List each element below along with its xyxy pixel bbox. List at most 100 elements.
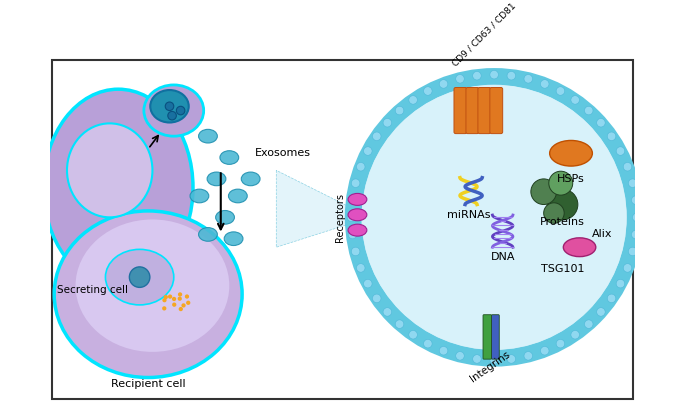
- Circle shape: [556, 87, 564, 95]
- Circle shape: [632, 230, 640, 239]
- FancyBboxPatch shape: [51, 60, 634, 399]
- Circle shape: [628, 247, 637, 256]
- Circle shape: [571, 330, 580, 339]
- Ellipse shape: [563, 238, 596, 257]
- Ellipse shape: [549, 140, 593, 166]
- Circle shape: [597, 118, 605, 127]
- Ellipse shape: [241, 172, 260, 186]
- Circle shape: [373, 132, 381, 141]
- Ellipse shape: [216, 211, 234, 224]
- Circle shape: [584, 320, 593, 328]
- FancyBboxPatch shape: [492, 315, 499, 359]
- Circle shape: [439, 346, 448, 355]
- Circle shape: [395, 106, 403, 115]
- Ellipse shape: [207, 172, 226, 186]
- Ellipse shape: [199, 130, 217, 143]
- Circle shape: [351, 179, 360, 187]
- Circle shape: [490, 71, 499, 79]
- Circle shape: [584, 106, 593, 115]
- Ellipse shape: [67, 124, 153, 217]
- Circle shape: [409, 96, 417, 104]
- Circle shape: [456, 352, 464, 360]
- Circle shape: [490, 356, 499, 364]
- Circle shape: [616, 147, 625, 155]
- Circle shape: [364, 147, 372, 155]
- Text: Integrins: Integrins: [468, 349, 512, 384]
- FancyBboxPatch shape: [454, 87, 466, 134]
- Text: Recipient cell: Recipient cell: [111, 379, 186, 389]
- Circle shape: [608, 294, 616, 303]
- Ellipse shape: [229, 189, 247, 203]
- Circle shape: [182, 298, 186, 303]
- Circle shape: [364, 279, 372, 288]
- FancyBboxPatch shape: [466, 87, 479, 134]
- Circle shape: [507, 71, 516, 80]
- Text: CD9 / CD63 / CD81: CD9 / CD63 / CD81: [451, 1, 517, 68]
- Circle shape: [507, 354, 516, 363]
- Ellipse shape: [349, 72, 639, 363]
- FancyBboxPatch shape: [483, 315, 492, 359]
- Circle shape: [185, 291, 189, 296]
- Circle shape: [623, 263, 632, 272]
- Text: Exosomes: Exosomes: [255, 148, 311, 158]
- Circle shape: [524, 75, 532, 83]
- Ellipse shape: [44, 89, 193, 286]
- Circle shape: [351, 247, 360, 256]
- Circle shape: [165, 102, 174, 111]
- Circle shape: [597, 308, 605, 316]
- FancyBboxPatch shape: [478, 87, 490, 134]
- Circle shape: [176, 106, 185, 115]
- Polygon shape: [276, 170, 371, 247]
- Circle shape: [163, 305, 167, 309]
- Circle shape: [168, 300, 172, 304]
- Circle shape: [623, 162, 632, 171]
- Circle shape: [423, 339, 432, 348]
- Circle shape: [473, 354, 481, 363]
- Circle shape: [383, 308, 392, 316]
- Circle shape: [439, 80, 448, 88]
- Text: Secreting cell: Secreting cell: [57, 285, 127, 295]
- Circle shape: [540, 346, 549, 355]
- Circle shape: [166, 291, 170, 295]
- Ellipse shape: [348, 224, 367, 236]
- Circle shape: [608, 132, 616, 141]
- Circle shape: [177, 304, 181, 308]
- Circle shape: [185, 302, 189, 307]
- Circle shape: [178, 294, 182, 299]
- Circle shape: [179, 301, 183, 305]
- Circle shape: [356, 162, 365, 171]
- Circle shape: [347, 213, 356, 222]
- Circle shape: [162, 301, 166, 305]
- Circle shape: [632, 213, 641, 222]
- Circle shape: [524, 352, 532, 360]
- Circle shape: [395, 320, 403, 328]
- Ellipse shape: [199, 228, 217, 241]
- Ellipse shape: [150, 90, 189, 123]
- Ellipse shape: [220, 151, 238, 164]
- Circle shape: [549, 171, 573, 195]
- Text: HSPs: HSPs: [557, 174, 585, 184]
- Text: Proteins: Proteins: [540, 217, 585, 227]
- Ellipse shape: [348, 209, 367, 221]
- Circle shape: [540, 80, 549, 88]
- Circle shape: [632, 196, 640, 205]
- Ellipse shape: [144, 85, 203, 136]
- Text: TSG101: TSG101: [540, 263, 584, 273]
- Circle shape: [473, 71, 481, 80]
- Circle shape: [409, 330, 417, 339]
- Ellipse shape: [54, 211, 242, 377]
- Text: Alix: Alix: [593, 229, 613, 239]
- Circle shape: [571, 96, 580, 104]
- Circle shape: [628, 179, 637, 187]
- Ellipse shape: [224, 232, 243, 245]
- Ellipse shape: [362, 85, 627, 350]
- Text: miRNAs: miRNAs: [447, 210, 490, 220]
- Circle shape: [168, 111, 176, 120]
- Circle shape: [170, 304, 174, 308]
- Circle shape: [616, 279, 625, 288]
- Ellipse shape: [348, 193, 367, 205]
- Ellipse shape: [105, 249, 174, 305]
- Circle shape: [373, 294, 381, 303]
- Ellipse shape: [190, 189, 209, 203]
- Circle shape: [556, 339, 564, 348]
